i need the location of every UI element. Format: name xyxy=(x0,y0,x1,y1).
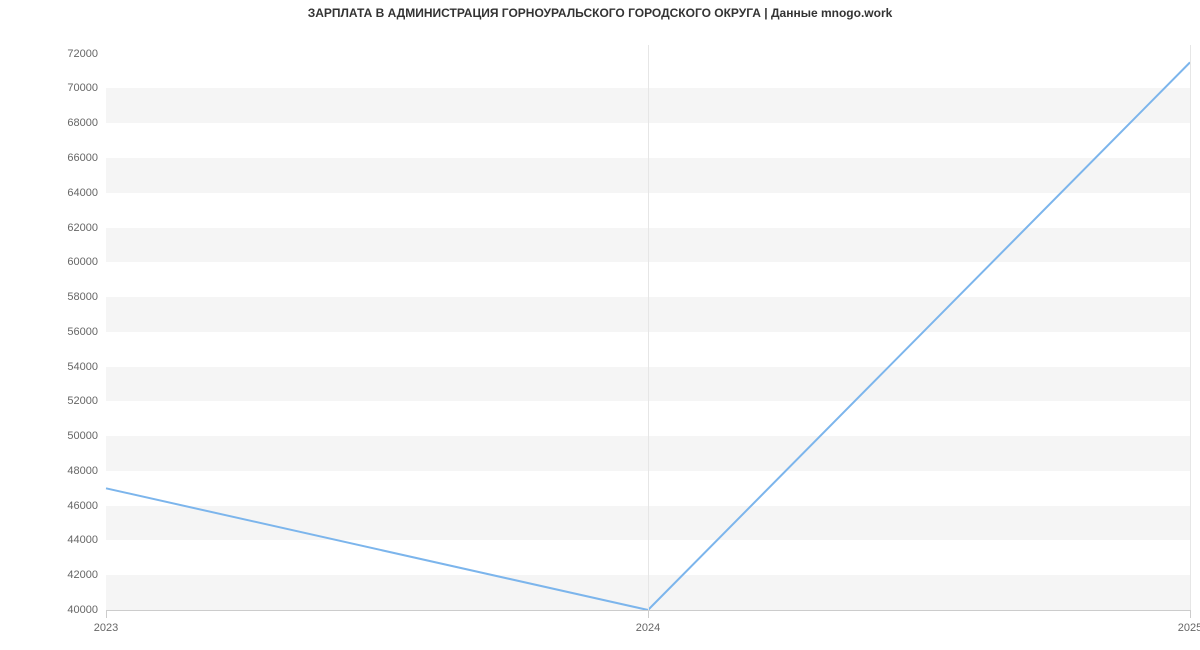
x-axis-label: 2023 xyxy=(94,622,118,634)
y-axis-label: 42000 xyxy=(67,569,98,581)
y-axis-label: 46000 xyxy=(67,500,98,512)
plot-area xyxy=(106,45,1190,610)
y-axis-label: 64000 xyxy=(67,187,98,199)
y-axis-label: 56000 xyxy=(67,326,98,338)
y-axis-label: 44000 xyxy=(67,534,98,546)
x-tick xyxy=(648,610,649,618)
grid-vertical xyxy=(1190,45,1191,610)
y-axis-label: 54000 xyxy=(67,361,98,373)
y-axis-label: 48000 xyxy=(67,465,98,477)
chart-title: ЗАРПЛАТА В АДМИНИСТРАЦИЯ ГОРНОУРАЛЬСКОГО… xyxy=(0,6,1200,20)
y-axis-label: 58000 xyxy=(67,291,98,303)
x-tick xyxy=(1190,610,1191,618)
x-axis-label: 2025 xyxy=(1178,622,1200,634)
y-axis-label: 62000 xyxy=(67,222,98,234)
y-axis-label: 72000 xyxy=(67,48,98,60)
chart-container: ЗАРПЛАТА В АДМИНИСТРАЦИЯ ГОРНОУРАЛЬСКОГО… xyxy=(0,0,1200,650)
y-axis-label: 66000 xyxy=(67,152,98,164)
y-axis-label: 50000 xyxy=(67,430,98,442)
y-axis-label: 70000 xyxy=(67,82,98,94)
x-axis-label: 2024 xyxy=(636,622,660,634)
y-axis-label: 52000 xyxy=(67,395,98,407)
grid-vertical xyxy=(648,45,649,610)
y-axis-label: 60000 xyxy=(67,256,98,268)
y-axis-label: 40000 xyxy=(67,604,98,616)
x-tick xyxy=(106,610,107,618)
y-axis-label: 68000 xyxy=(67,117,98,129)
